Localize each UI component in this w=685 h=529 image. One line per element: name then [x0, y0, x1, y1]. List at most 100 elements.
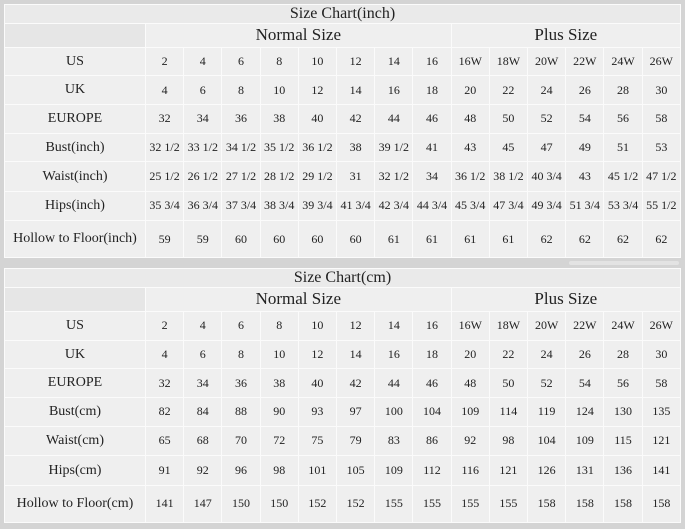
row-label: EUROPE	[4, 103, 146, 134]
size-value: 88	[221, 397, 261, 427]
size-value: 100	[374, 397, 414, 427]
size-value: 34	[412, 161, 452, 192]
size-value: 12	[336, 46, 376, 77]
size-value: 46	[412, 368, 452, 399]
size-value: 60	[259, 220, 299, 258]
size-value: 59	[183, 220, 223, 258]
size-value: 10	[297, 311, 338, 341]
size-value: 91	[144, 455, 185, 487]
size-value: 8	[221, 75, 261, 105]
size-value: 36	[221, 368, 261, 399]
blank-cell	[4, 23, 146, 48]
table-row: Hips(cm) 91 92 96 98 101 105 109 112 116 121 126 131…	[4, 455, 682, 487]
size-value: 60	[221, 220, 261, 258]
size-value: 47 3/4	[488, 190, 529, 222]
size-value: 49	[565, 132, 605, 163]
table-row: UK 4 6 8 10 12 14 16 18 20 22 24 26 28 30	[4, 339, 682, 370]
row-label: Hips(inch)	[4, 190, 146, 222]
size-value: 18	[412, 339, 452, 370]
size-value: 55 1/2	[641, 190, 682, 222]
table-row: Waist(cm) 65 68 70 72 75 79 83 86 92 98 104 109 115 12…	[4, 425, 682, 457]
chart-title: Size Chart(inch)	[4, 3, 681, 25]
size-value: 104	[527, 425, 567, 457]
size-value: 60	[297, 220, 338, 258]
size-value: 16	[374, 75, 414, 105]
size-value: 8	[221, 339, 261, 370]
size-value: 43	[565, 161, 605, 192]
size-value: 155	[450, 485, 490, 523]
size-value: 28 1/2	[259, 161, 299, 192]
size-value: 31	[336, 161, 376, 192]
size-value: 18	[412, 75, 452, 105]
size-value: 109	[565, 425, 605, 457]
size-value: 43	[450, 132, 490, 163]
size-value: 16W	[450, 46, 490, 77]
size-value: 72	[259, 425, 299, 457]
size-value: 47	[527, 132, 567, 163]
size-value: 24	[527, 75, 567, 105]
size-value: 61	[374, 220, 414, 258]
size-value: 97	[336, 397, 376, 427]
size-value: 60	[336, 220, 376, 258]
size-value: 42	[336, 103, 376, 134]
size-value: 104	[412, 397, 452, 427]
size-value: 96	[221, 455, 261, 487]
size-value: 8	[259, 311, 299, 341]
size-value: 26	[565, 75, 605, 105]
size-value: 56	[603, 368, 643, 399]
size-value: 34	[183, 368, 223, 399]
size-value: 10	[259, 75, 299, 105]
size-value: 32 1/2	[374, 161, 414, 192]
size-value: 6	[221, 46, 261, 77]
size-value: 93	[297, 397, 338, 427]
size-value: 90	[259, 397, 299, 427]
size-value: 4	[144, 339, 185, 370]
size-value: 47 1/2	[641, 161, 682, 192]
size-value: 20	[450, 339, 490, 370]
size-value: 4	[183, 311, 223, 341]
size-value: 150	[221, 485, 261, 523]
size-value: 38	[336, 132, 376, 163]
size-value: 158	[641, 485, 682, 523]
size-value: 16	[412, 311, 452, 341]
size-value: 124	[565, 397, 605, 427]
size-value: 119	[527, 397, 567, 427]
size-value: 24W	[603, 46, 643, 77]
size-value: 10	[259, 339, 299, 370]
row-label: Hollow to Floor(cm)	[4, 485, 146, 523]
size-value: 155	[488, 485, 529, 523]
size-value: 135	[641, 397, 682, 427]
size-value: 92	[450, 425, 490, 457]
row-label: UK	[4, 339, 146, 370]
size-value: 36 1/2	[450, 161, 490, 192]
size-value: 44	[374, 368, 414, 399]
watermark-logo	[569, 261, 679, 265]
size-value: 14	[336, 339, 376, 370]
size-value: 131	[565, 455, 605, 487]
size-value: 16W	[450, 311, 490, 341]
table-row: US 2 4 6 8 10 12 14 16 16W 18W 20W 22W 24W 26W	[4, 46, 682, 77]
size-value: 70	[221, 425, 261, 457]
size-value: 50	[488, 368, 529, 399]
size-value: 38	[259, 103, 299, 134]
size-value: 49 3/4	[527, 190, 567, 222]
size-value: 116	[450, 455, 490, 487]
size-value: 44	[374, 103, 414, 134]
size-value: 36 1/2	[297, 132, 338, 163]
size-value: 83	[374, 425, 414, 457]
size-value: 158	[527, 485, 567, 523]
size-value: 40	[297, 368, 338, 399]
size-value: 32	[144, 103, 185, 134]
table-row: Bust(inch) 32 1/2 33 1/2 34 1/2 35 1/2 36 1/2…	[4, 132, 682, 163]
size-value: 16	[412, 46, 452, 77]
size-value: 20W	[527, 46, 567, 77]
size-value: 45 1/2	[603, 161, 643, 192]
size-value: 38	[259, 368, 299, 399]
size-value: 28	[603, 339, 643, 370]
size-value: 59	[144, 220, 185, 258]
size-value: 68	[183, 425, 223, 457]
size-value: 112	[412, 455, 452, 487]
size-value: 50	[488, 103, 529, 134]
size-value: 40	[297, 103, 338, 134]
size-value: 61	[488, 220, 529, 258]
